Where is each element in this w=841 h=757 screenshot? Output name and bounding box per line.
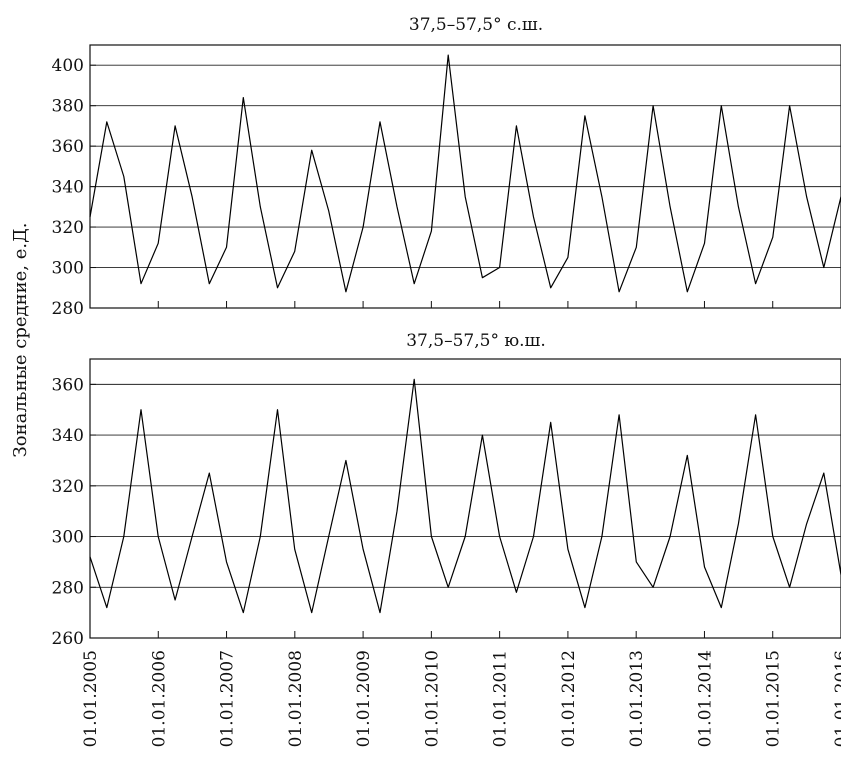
panel-north-y-tick-label-360: 360 [52, 137, 84, 157]
panel-north-y-tick-label-380: 380 [52, 97, 84, 117]
x-tick-label-11: 01.01.2016 [832, 650, 841, 747]
y-axis-label: Зональные средние, е.Д. [10, 223, 31, 458]
x-tick-label-8: 01.01.2013 [627, 650, 647, 747]
x-axis-tick-labels: 01.01.2005 01.01.2006 01.01.2007 01.01.2008… [81, 650, 841, 747]
panel-north-gridlines [90, 64, 841, 268]
panel-south-gridlines [90, 383, 841, 588]
panel-north-y-tick-label-280: 280 [52, 299, 84, 319]
x-tick-label-2: 01.01.2007 [218, 650, 238, 747]
panel-north-y-ticks: 280 300 320 340 360 380 400 [52, 56, 96, 319]
panel-south-y-tick-label-300: 300 [52, 528, 84, 548]
panel-south-series-line [89, 378, 841, 614]
panel-north-y-tick-label-400: 400 [52, 56, 84, 76]
panel-south-title: 37,5–57,5° ю.ш. [406, 331, 546, 351]
panel-south-y-ticks: 260 280 300 320 340 360 [52, 375, 96, 649]
x-tick-label-5: 01.01.2010 [422, 650, 442, 747]
x-tick-label-0: 01.01.2005 [81, 650, 101, 747]
panel-north-frame [89, 44, 841, 309]
x-tick-label-10: 01.01.2015 [764, 650, 784, 747]
panel-south-y-tick-label-340: 340 [52, 426, 84, 446]
panel-south-x-ticks [89, 631, 841, 638]
x-tick-label-1: 01.01.2006 [149, 650, 169, 747]
panel-north: 37,5–57,5° с.ш. 280 300 320 340 360 380 400 [52, 15, 841, 319]
panel-south: 37,5–57,5° ю.ш. 260 280 300 320 340 360 [52, 331, 841, 649]
x-tick-label-3: 01.01.2008 [286, 650, 306, 747]
panel-north-title: 37,5–57,5° с.ш. [409, 15, 543, 35]
panel-south-y-tick-label-260: 260 [52, 629, 84, 649]
panel-north-y-tick-label-340: 340 [52, 178, 84, 198]
panel-north-y-tick-label-300: 300 [52, 259, 84, 279]
x-tick-label-9: 01.01.2014 [695, 650, 715, 747]
x-tick-label-4: 01.01.2009 [354, 650, 374, 747]
panel-south-y-tick-label-280: 280 [52, 578, 84, 598]
panel-north-x-ticks [89, 301, 841, 308]
panel-north-y-tick-label-320: 320 [52, 218, 84, 238]
panel-south-y-tick-label-320: 320 [52, 477, 84, 497]
panel-south-frame [89, 358, 841, 639]
panel-south-y-tick-label-360: 360 [52, 375, 84, 395]
x-tick-label-6: 01.01.2011 [491, 650, 511, 747]
x-tick-label-7: 01.01.2012 [559, 650, 579, 747]
panel-north-series-line [89, 54, 841, 293]
